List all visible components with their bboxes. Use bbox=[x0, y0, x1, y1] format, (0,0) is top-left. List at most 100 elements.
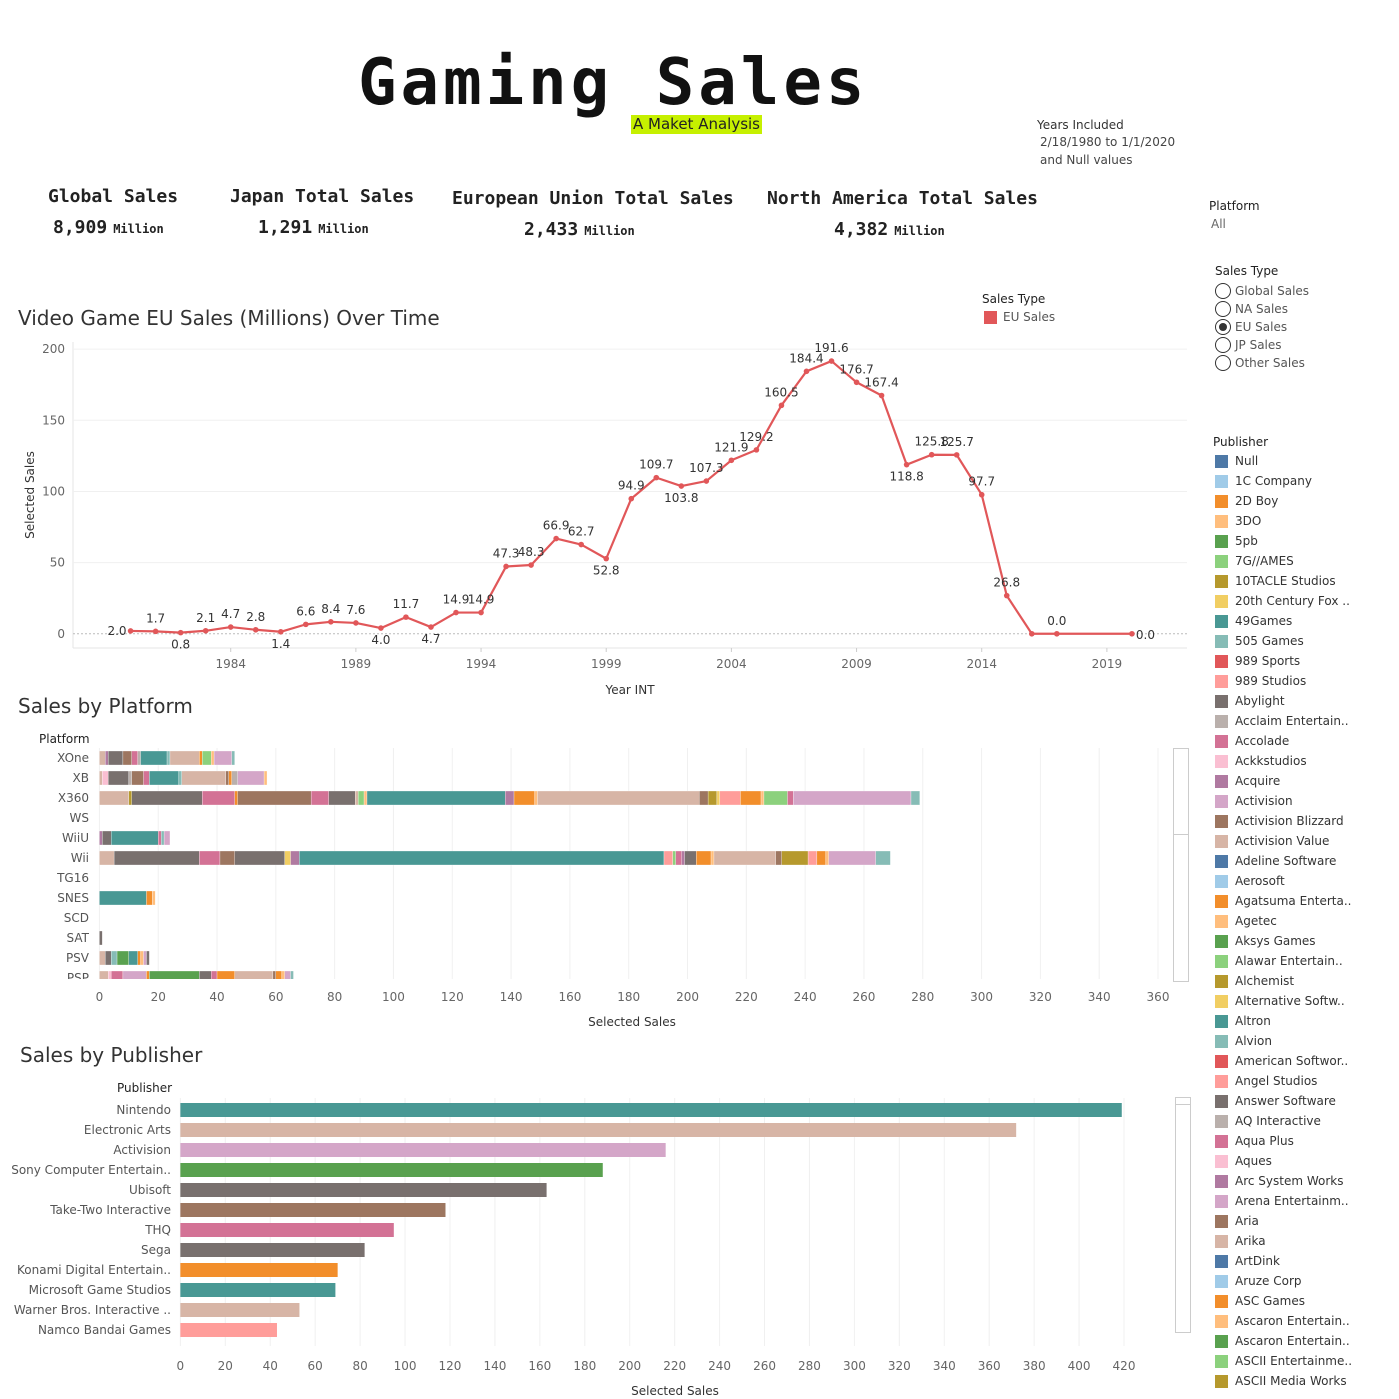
legend-item-publisher[interactable]: Accolade bbox=[1215, 731, 1395, 751]
x-tick-label: 0 bbox=[177, 1359, 185, 1373]
legend-item-publisher[interactable]: 49Games bbox=[1215, 611, 1395, 631]
legend-item-publisher[interactable]: Agetec bbox=[1215, 911, 1395, 931]
radio-jp-sales[interactable]: JP Sales bbox=[1215, 336, 1309, 354]
kpi-global-value: 8,909 Million bbox=[53, 217, 164, 238]
platform-filter-value[interactable]: All bbox=[1211, 217, 1226, 231]
radio-na-sales[interactable]: NA Sales bbox=[1215, 300, 1309, 318]
legend-item-publisher[interactable]: ASC Games bbox=[1215, 1291, 1395, 1311]
bar-segment bbox=[111, 950, 118, 966]
x-tick-label: 260 bbox=[852, 990, 875, 1004]
data-label: 4.7 bbox=[221, 607, 240, 621]
x-tick-label: 260 bbox=[753, 1359, 776, 1373]
bar-segment bbox=[699, 790, 709, 806]
legend-item-publisher[interactable]: Angel Studios bbox=[1215, 1071, 1395, 1091]
bar bbox=[180, 1323, 277, 1337]
radio-global-sales[interactable]: Global Sales bbox=[1215, 282, 1309, 300]
bar bbox=[180, 1203, 446, 1217]
legend-item-publisher[interactable]: 5pb bbox=[1215, 531, 1395, 551]
legend-item-publisher[interactable]: Aksys Games bbox=[1215, 931, 1395, 951]
legend-item-publisher[interactable]: Acclaim Entertain.. bbox=[1215, 711, 1395, 731]
platform-scroll-thumb[interactable] bbox=[1174, 749, 1188, 835]
x-tick-label: 120 bbox=[441, 990, 464, 1004]
legend-item-publisher[interactable]: 505 Games bbox=[1215, 631, 1395, 651]
legend-item-publisher[interactable]: Activision Value bbox=[1215, 831, 1395, 851]
legend-item-publisher[interactable]: Arena Entertainm.. bbox=[1215, 1191, 1395, 1211]
bar-segment bbox=[537, 790, 700, 806]
legend-swatch bbox=[1215, 1374, 1228, 1388]
legend-item-publisher[interactable]: ArtDink bbox=[1215, 1251, 1395, 1271]
legend-item-publisher[interactable]: Activision Blizzard bbox=[1215, 811, 1395, 831]
legend-item-publisher[interactable]: American Softwor.. bbox=[1215, 1051, 1395, 1071]
legend-item-publisher[interactable]: Aqua Plus bbox=[1215, 1131, 1395, 1151]
x-tick-label: 2019 bbox=[1092, 657, 1123, 671]
bar-segment bbox=[166, 750, 171, 766]
legend-label: Arc System Works bbox=[1235, 1174, 1344, 1188]
bar-segment bbox=[234, 850, 285, 866]
legend-swatch bbox=[1215, 1074, 1228, 1088]
data-label: 52.8 bbox=[593, 564, 620, 578]
radio-eu-sales[interactable]: EU Sales bbox=[1215, 318, 1309, 336]
bar-segment bbox=[140, 750, 168, 766]
legend-item-publisher[interactable]: 3DO bbox=[1215, 511, 1395, 531]
bar-segment bbox=[137, 750, 141, 766]
kpi-na-title: North America Total Sales bbox=[767, 188, 1038, 209]
legend-item-publisher[interactable]: Activision bbox=[1215, 791, 1395, 811]
data-label: 129.2 bbox=[739, 430, 773, 444]
legend-item-publisher[interactable]: Ackkstudios bbox=[1215, 751, 1395, 771]
publisher-scroll-thumb[interactable] bbox=[1176, 1098, 1190, 1105]
legend-item-publisher[interactable]: Aria bbox=[1215, 1211, 1395, 1231]
data-label: 66.9 bbox=[543, 519, 570, 533]
bar-segment bbox=[358, 790, 365, 806]
legend-label: 10TACLE Studios bbox=[1235, 574, 1336, 588]
legend-item-publisher[interactable]: Adeline Software bbox=[1215, 851, 1395, 871]
legend-item-publisher[interactable]: Answer Software bbox=[1215, 1091, 1395, 1111]
legend-item-publisher[interactable]: 20th Century Fox .. bbox=[1215, 591, 1395, 611]
legend-item-publisher[interactable]: 1C Company bbox=[1215, 471, 1395, 491]
legend-item-publisher[interactable]: 2D Boy bbox=[1215, 491, 1395, 511]
data-point bbox=[903, 461, 910, 468]
legend-item-publisher[interactable]: Alternative Softw.. bbox=[1215, 991, 1395, 1011]
data-point bbox=[703, 478, 710, 484]
legend-item-publisher[interactable]: 989 Sports bbox=[1215, 651, 1395, 671]
platform-scrollbar[interactable] bbox=[1173, 748, 1189, 982]
legend-item-publisher[interactable]: ASCII Media Works bbox=[1215, 1371, 1395, 1391]
category-label: Sega bbox=[141, 1243, 171, 1257]
legend-item-publisher[interactable]: Arika bbox=[1215, 1231, 1395, 1251]
legend-item-publisher[interactable]: Alchemist bbox=[1215, 971, 1395, 991]
legend-item-publisher[interactable]: Aruze Corp bbox=[1215, 1271, 1395, 1291]
legend-item-publisher[interactable]: Agatsuma Enterta.. bbox=[1215, 891, 1395, 911]
legend-item-publisher[interactable]: Alvion bbox=[1215, 1031, 1395, 1051]
data-point bbox=[528, 562, 534, 568]
x-tick-label: 300 bbox=[843, 1359, 866, 1373]
legend-item-publisher[interactable]: Alawar Entertain.. bbox=[1215, 951, 1395, 971]
legend-label: Arena Entertainm.. bbox=[1235, 1194, 1349, 1208]
bar-segment bbox=[158, 830, 162, 846]
legend-item-publisher[interactable]: ASCII Entertainme.. bbox=[1215, 1351, 1395, 1371]
bar-segment bbox=[149, 770, 179, 786]
legend-item-publisher[interactable]: AQ Interactive bbox=[1215, 1111, 1395, 1131]
legend-item-publisher[interactable]: Ascaron Entertain.. bbox=[1215, 1311, 1395, 1331]
radio-other-sales[interactable]: Other Sales bbox=[1215, 354, 1309, 372]
legend-item-publisher[interactable]: Acquire bbox=[1215, 771, 1395, 791]
x-tick-label: 1984 bbox=[215, 657, 246, 671]
legend-item-publisher[interactable]: Ascaron Entertain.. bbox=[1215, 1331, 1395, 1351]
legend-swatch bbox=[1215, 474, 1228, 488]
legend-item-publisher[interactable]: 10TACLE Studios bbox=[1215, 571, 1395, 591]
legend-label: 20th Century Fox .. bbox=[1235, 594, 1350, 608]
legend-item-publisher[interactable]: Abylight bbox=[1215, 691, 1395, 711]
bar-segment bbox=[99, 930, 103, 946]
legend-item-publisher[interactable]: 7G//AMES bbox=[1215, 551, 1395, 571]
legend-item-publisher[interactable]: Arc System Works bbox=[1215, 1171, 1395, 1191]
legend-swatch bbox=[1215, 834, 1228, 848]
publisher-bar-chart: 0 20 40 60 80 100 120 140 160 180 200 220 240 260 280 3… bbox=[11, 1098, 1135, 1398]
bar bbox=[180, 1283, 336, 1297]
legend-item-publisher[interactable]: Null bbox=[1215, 451, 1395, 471]
legend-item-publisher[interactable]: 989 Studios bbox=[1215, 671, 1395, 691]
data-point bbox=[252, 626, 259, 633]
legend-item-publisher[interactable]: Aerosoft bbox=[1215, 871, 1395, 891]
publisher-scrollbar[interactable] bbox=[1175, 1097, 1191, 1333]
legend-item-publisher[interactable]: Aques bbox=[1215, 1151, 1395, 1171]
data-point bbox=[978, 491, 985, 498]
legend-swatch bbox=[1215, 574, 1228, 588]
legend-item-publisher[interactable]: Altron bbox=[1215, 1011, 1395, 1031]
